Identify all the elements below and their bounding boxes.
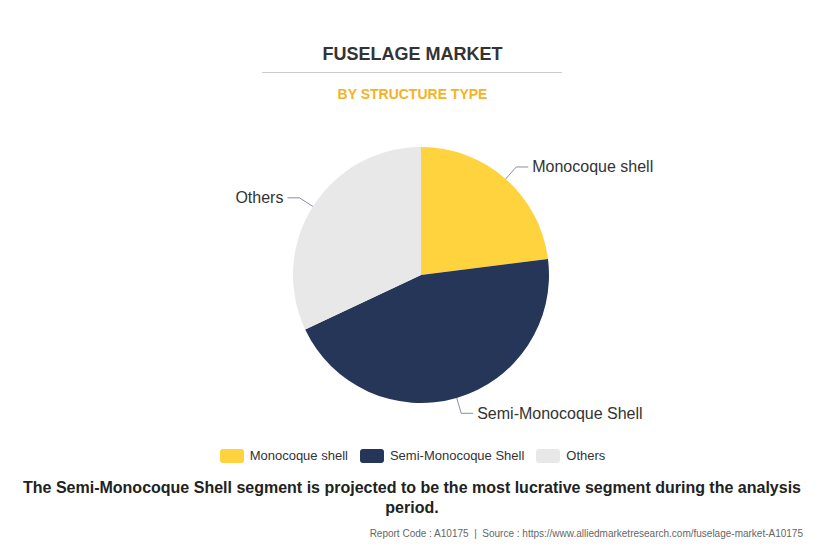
html-text:Semi-Monocoque Shell: Semi-Monocoque Shell [389,448,525,463]
html-text:Monocoque shell: Monocoque shell [249,448,348,463]
svg-text:Monocoque shell: Monocoque shell [532,158,653,175]
html-text:BY STRUCTURE TYPE: BY STRUCTURE TYPE [337,86,488,102]
svg-text:Others: Others [235,189,283,206]
html-text:FUSELAGE MARKET: FUSELAGE MARKET [322,44,503,64]
svg-text:Semi-Monocoque Shell: Semi-Monocoque Shell [477,405,642,422]
html-text:Report Code : A10175 | Source: Report Code : A10175 | Source : https://… [369,528,803,539]
html-text:Others: Others [566,448,606,463]
html-text:The Semi-Monocoque Shell segme: The Semi-Monocoque Shell segment is proj… [23,479,801,516]
